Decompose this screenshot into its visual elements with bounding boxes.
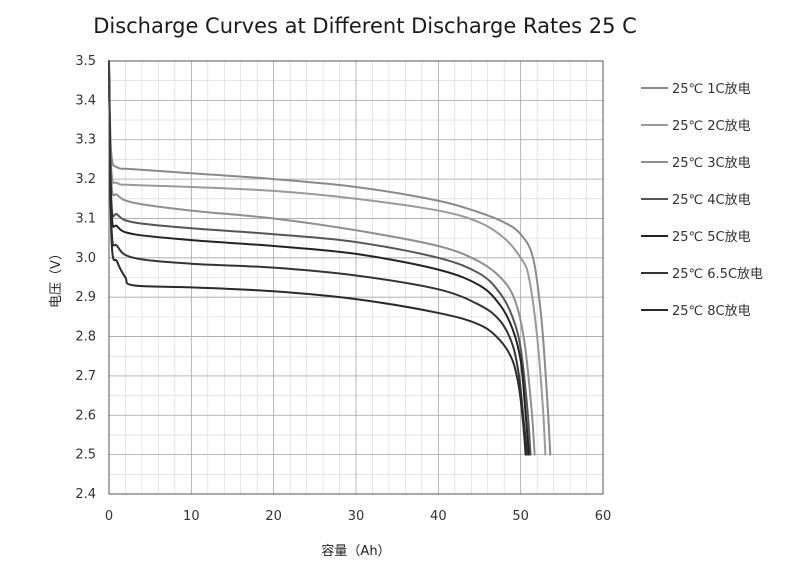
y-tick-label: 3.5 — [75, 54, 96, 69]
legend-label: 25℃ 6.5C放电 — [672, 267, 763, 282]
series-line — [108, 67, 532, 456]
y-tick-label: 2.7 — [75, 369, 96, 384]
x-tick-label: 0 — [105, 509, 113, 524]
y-tick-label: 3.4 — [75, 93, 96, 108]
series-lines — [108, 60, 552, 456]
series-line — [108, 83, 552, 456]
legend: 25℃ 1C放电 25℃ 2C放电 25℃ 3C放电 25℃ 4C放电 25℃ 5C放电… — [641, 82, 763, 319]
plot-frame — [108, 60, 604, 495]
y-tick-label: 3.0 — [75, 251, 96, 266]
y-axis-label: 电压（V） — [49, 247, 64, 308]
x-tick-label: 10 — [183, 509, 200, 524]
y-tick-label: 3.3 — [75, 133, 96, 148]
y-tick-label: 2.8 — [75, 330, 96, 345]
x-tick-label: 50 — [512, 509, 529, 524]
series-line — [108, 60, 527, 456]
series-line — [108, 67, 530, 456]
series-line — [108, 75, 547, 456]
x-tick-label: 40 — [430, 509, 447, 524]
x-tick-label: 60 — [595, 509, 612, 524]
chart-title: Discharge Curves at Different Discharge … — [93, 14, 637, 38]
y-tick-label: 3.2 — [75, 172, 96, 187]
legend-label: 25℃ 5C放电 — [672, 230, 751, 245]
legend-label: 25℃ 3C放电 — [672, 156, 751, 171]
legend-label: 25℃ 1C放电 — [672, 82, 751, 97]
x-tick-labels: 0 10 20 30 40 50 60 — [105, 509, 611, 524]
y-tick-label: 2.4 — [75, 487, 96, 502]
legend-label: 25℃ 4C放电 — [672, 193, 751, 208]
legend-label: 25℃ 8C放电 — [672, 304, 751, 319]
x-tick-label: 20 — [265, 509, 282, 524]
series-line — [108, 63, 529, 456]
x-tick-label: 30 — [348, 509, 365, 524]
series-line — [108, 71, 536, 456]
x-axis-label: 容量（Ah） — [321, 543, 390, 559]
y-tick-labels: 2.4 2.5 2.6 2.7 2.8 2.9 3.0 3.1 3.2 3.3 3.4 3.5 — [75, 54, 96, 502]
y-tick-label: 3.1 — [75, 211, 96, 226]
y-tick-label: 2.6 — [75, 408, 96, 423]
y-tick-label: 2.9 — [75, 290, 96, 305]
legend-label: 25℃ 2C放电 — [672, 119, 751, 134]
y-tick-label: 2.5 — [75, 448, 96, 463]
